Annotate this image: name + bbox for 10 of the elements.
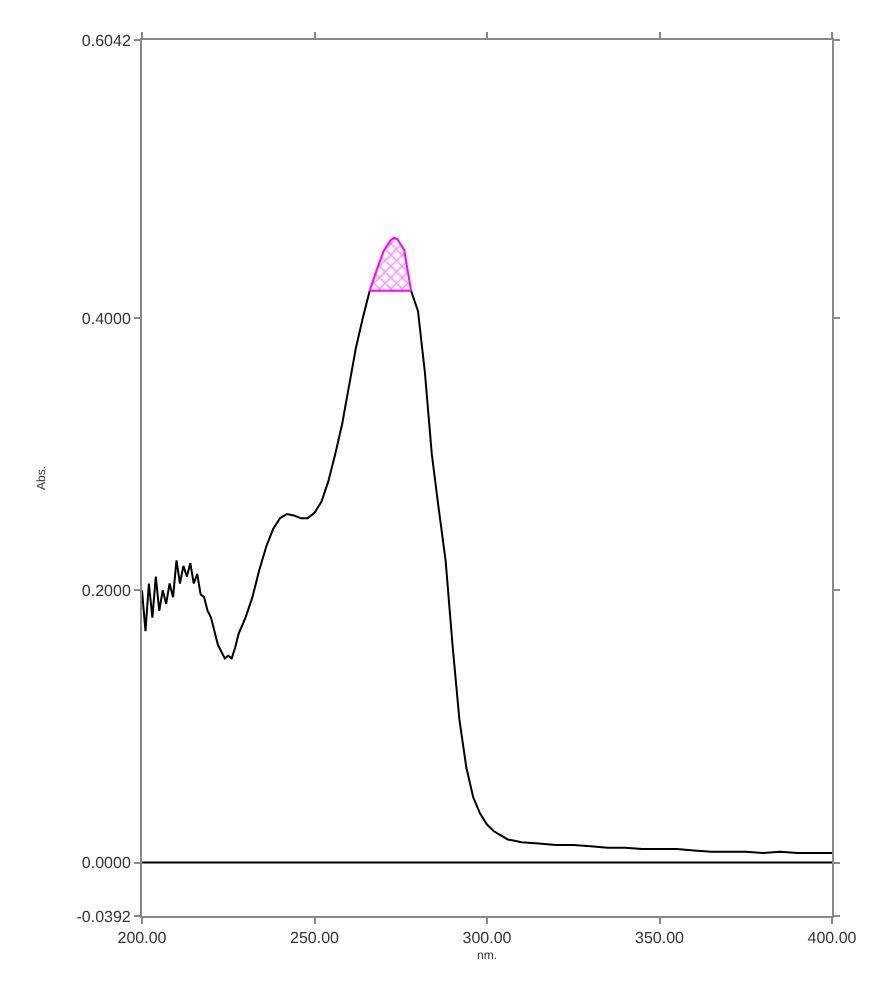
- y-tick-label: 0.2000: [81, 581, 132, 600]
- x-tick-label: 400.00: [807, 929, 858, 948]
- y-tick-label: 0.6042: [81, 31, 132, 50]
- y-tick-label: 0.0000: [81, 854, 132, 873]
- y-tick-label: 0.4000: [81, 309, 132, 328]
- x-tick-label: 200.00: [117, 929, 168, 948]
- x-tick-label: 350.00: [635, 929, 686, 948]
- x-tick-label: 300.00: [462, 929, 513, 948]
- y-tick-label: -0.0392: [76, 907, 132, 926]
- x-tick-label: 250.00: [290, 929, 341, 948]
